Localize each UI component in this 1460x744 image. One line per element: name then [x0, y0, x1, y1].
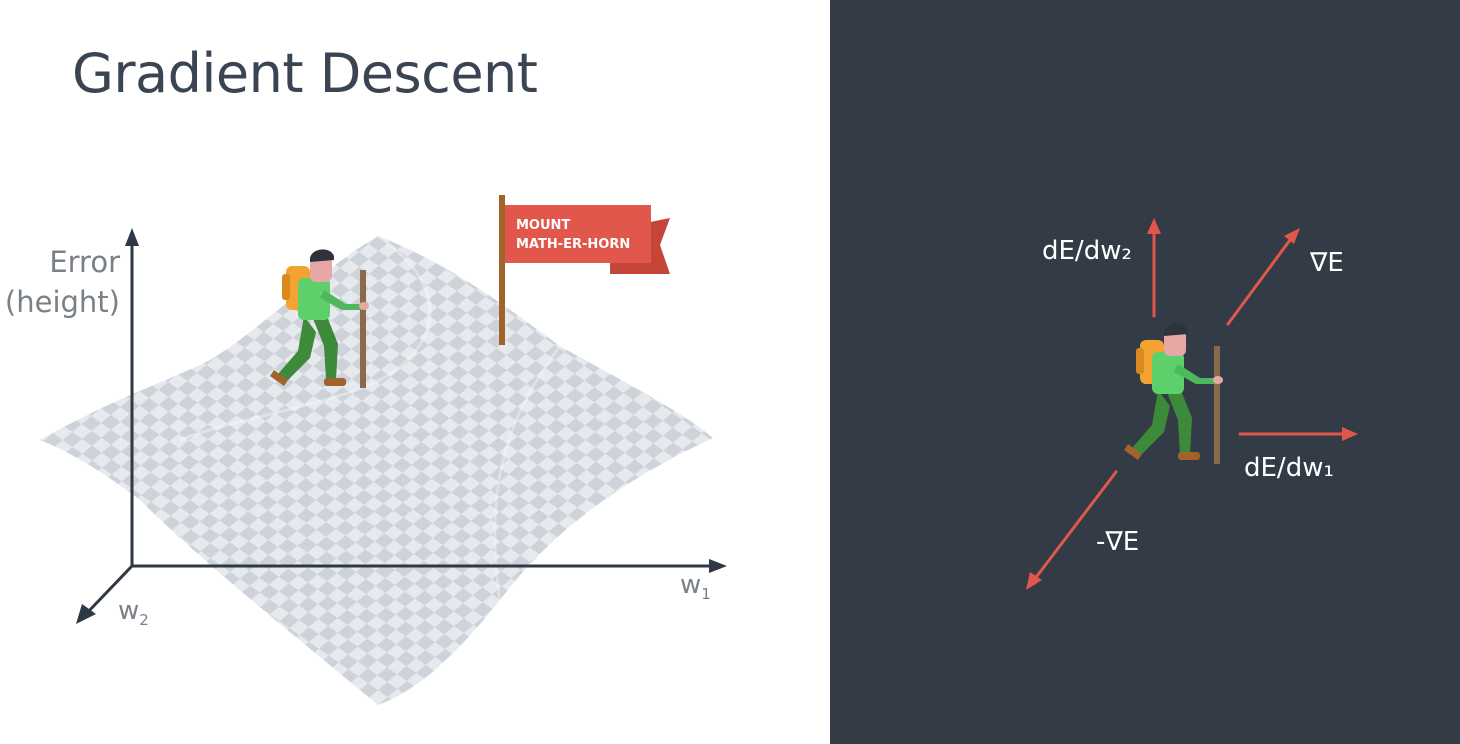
- label-partial-w2: dE/dw₂: [1042, 236, 1132, 266]
- flag-text-line-2: MATH-ER-HORN: [516, 237, 631, 252]
- arrow-negative-gradient: [1026, 470, 1118, 590]
- y-axis-label-line-1: Error: [49, 245, 120, 279]
- y-axis-label-line-2: (height): [4, 285, 120, 319]
- flag-text-line-1: MOUNT: [516, 218, 571, 233]
- error-surface: [40, 236, 713, 705]
- y-axis-arrowhead: [125, 228, 139, 246]
- arrow-partial-w2: [1147, 218, 1161, 318]
- arrow-partial-w1: [1238, 427, 1358, 441]
- label-gradient: ∇E: [1310, 248, 1344, 278]
- hiker-figure-left: [270, 249, 369, 388]
- label-partial-w1: dE/dw₁: [1244, 453, 1334, 483]
- slide-title: Gradient Descent: [72, 42, 538, 105]
- flag-banner: [505, 205, 651, 263]
- z-axis-arrowhead: [76, 604, 96, 624]
- flag-text: MOUNT MATH-ER-HORN: [516, 216, 646, 254]
- flag-pole: [499, 195, 505, 345]
- arrow-gradient: [1226, 228, 1300, 326]
- mountain-flag: [499, 195, 670, 345]
- x-axis-arrowhead: [709, 559, 727, 573]
- label-negative-gradient: -∇E: [1096, 527, 1140, 557]
- z-axis: [84, 564, 134, 616]
- z-axis-label: w2: [118, 596, 149, 629]
- axes: [76, 228, 727, 624]
- hiker-figure-right: [1124, 323, 1223, 464]
- y-axis-label: Error (height): [0, 242, 120, 322]
- x-axis-label: w1: [680, 570, 711, 603]
